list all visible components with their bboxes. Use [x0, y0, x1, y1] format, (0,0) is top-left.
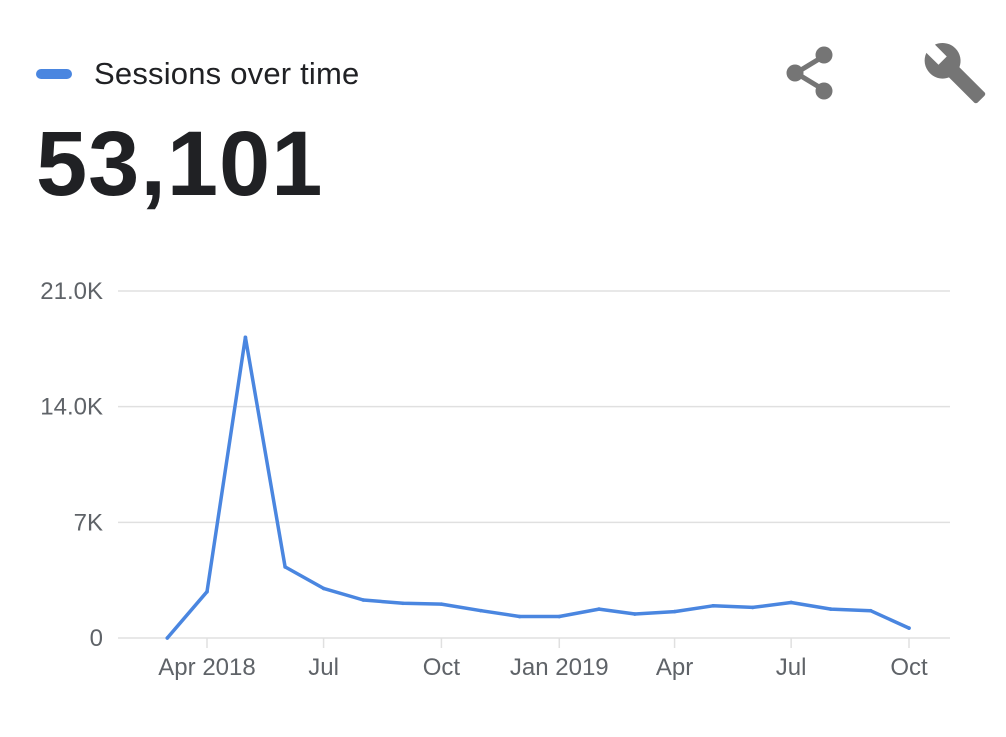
sessions-data-point [361, 598, 366, 602]
sessions-data-point [829, 607, 833, 611]
sessions-data-point [711, 603, 715, 608]
y-tick-label: 7K [74, 509, 103, 536]
sessions-data-point [401, 601, 405, 606]
sessions-data-point [633, 612, 637, 616]
share-icon [786, 46, 833, 100]
total-sessions-value: 53,101 [36, 113, 324, 215]
sessions-data-point [597, 607, 601, 611]
sessions-data-point [165, 636, 170, 640]
sessions-data-point [750, 605, 755, 610]
legend-swatch [36, 69, 72, 79]
x-tick-label: Jan 2019 [510, 654, 609, 681]
sessions-data-point [479, 608, 483, 613]
sessions-data-point [205, 589, 209, 594]
sessions-series-line [165, 335, 911, 640]
x-tick-label: Apr [656, 654, 693, 681]
chart-legend: Sessions over time [36, 52, 359, 96]
x-tick-label: Oct [890, 654, 928, 681]
sessions-data-point [517, 614, 522, 619]
sessions-data-point [283, 565, 287, 569]
sessions-data-point [439, 602, 444, 606]
settings-button[interactable] [922, 40, 988, 106]
legend-label: Sessions over time [94, 56, 360, 91]
y-tick-label: 0 [90, 625, 103, 652]
x-tick-label: Apr 2018 [158, 654, 255, 681]
sessions-data-point [868, 608, 873, 613]
sessions-data-point [672, 609, 677, 614]
x-tick-label: Jul [308, 654, 339, 681]
sessions-data-point [243, 335, 248, 340]
sessions-data-point [907, 626, 911, 630]
sessions-data-point [789, 600, 793, 605]
sessions-data-point [557, 614, 562, 619]
y-tick-label: 14.0K [40, 394, 103, 421]
share-button[interactable] [780, 42, 840, 104]
sessions-data-point [321, 586, 326, 591]
y-tick-label: 21.0K [40, 278, 103, 305]
x-tick-label: Oct [423, 654, 461, 681]
wrench-icon [924, 43, 986, 104]
x-tick-label: Jul [776, 654, 807, 681]
